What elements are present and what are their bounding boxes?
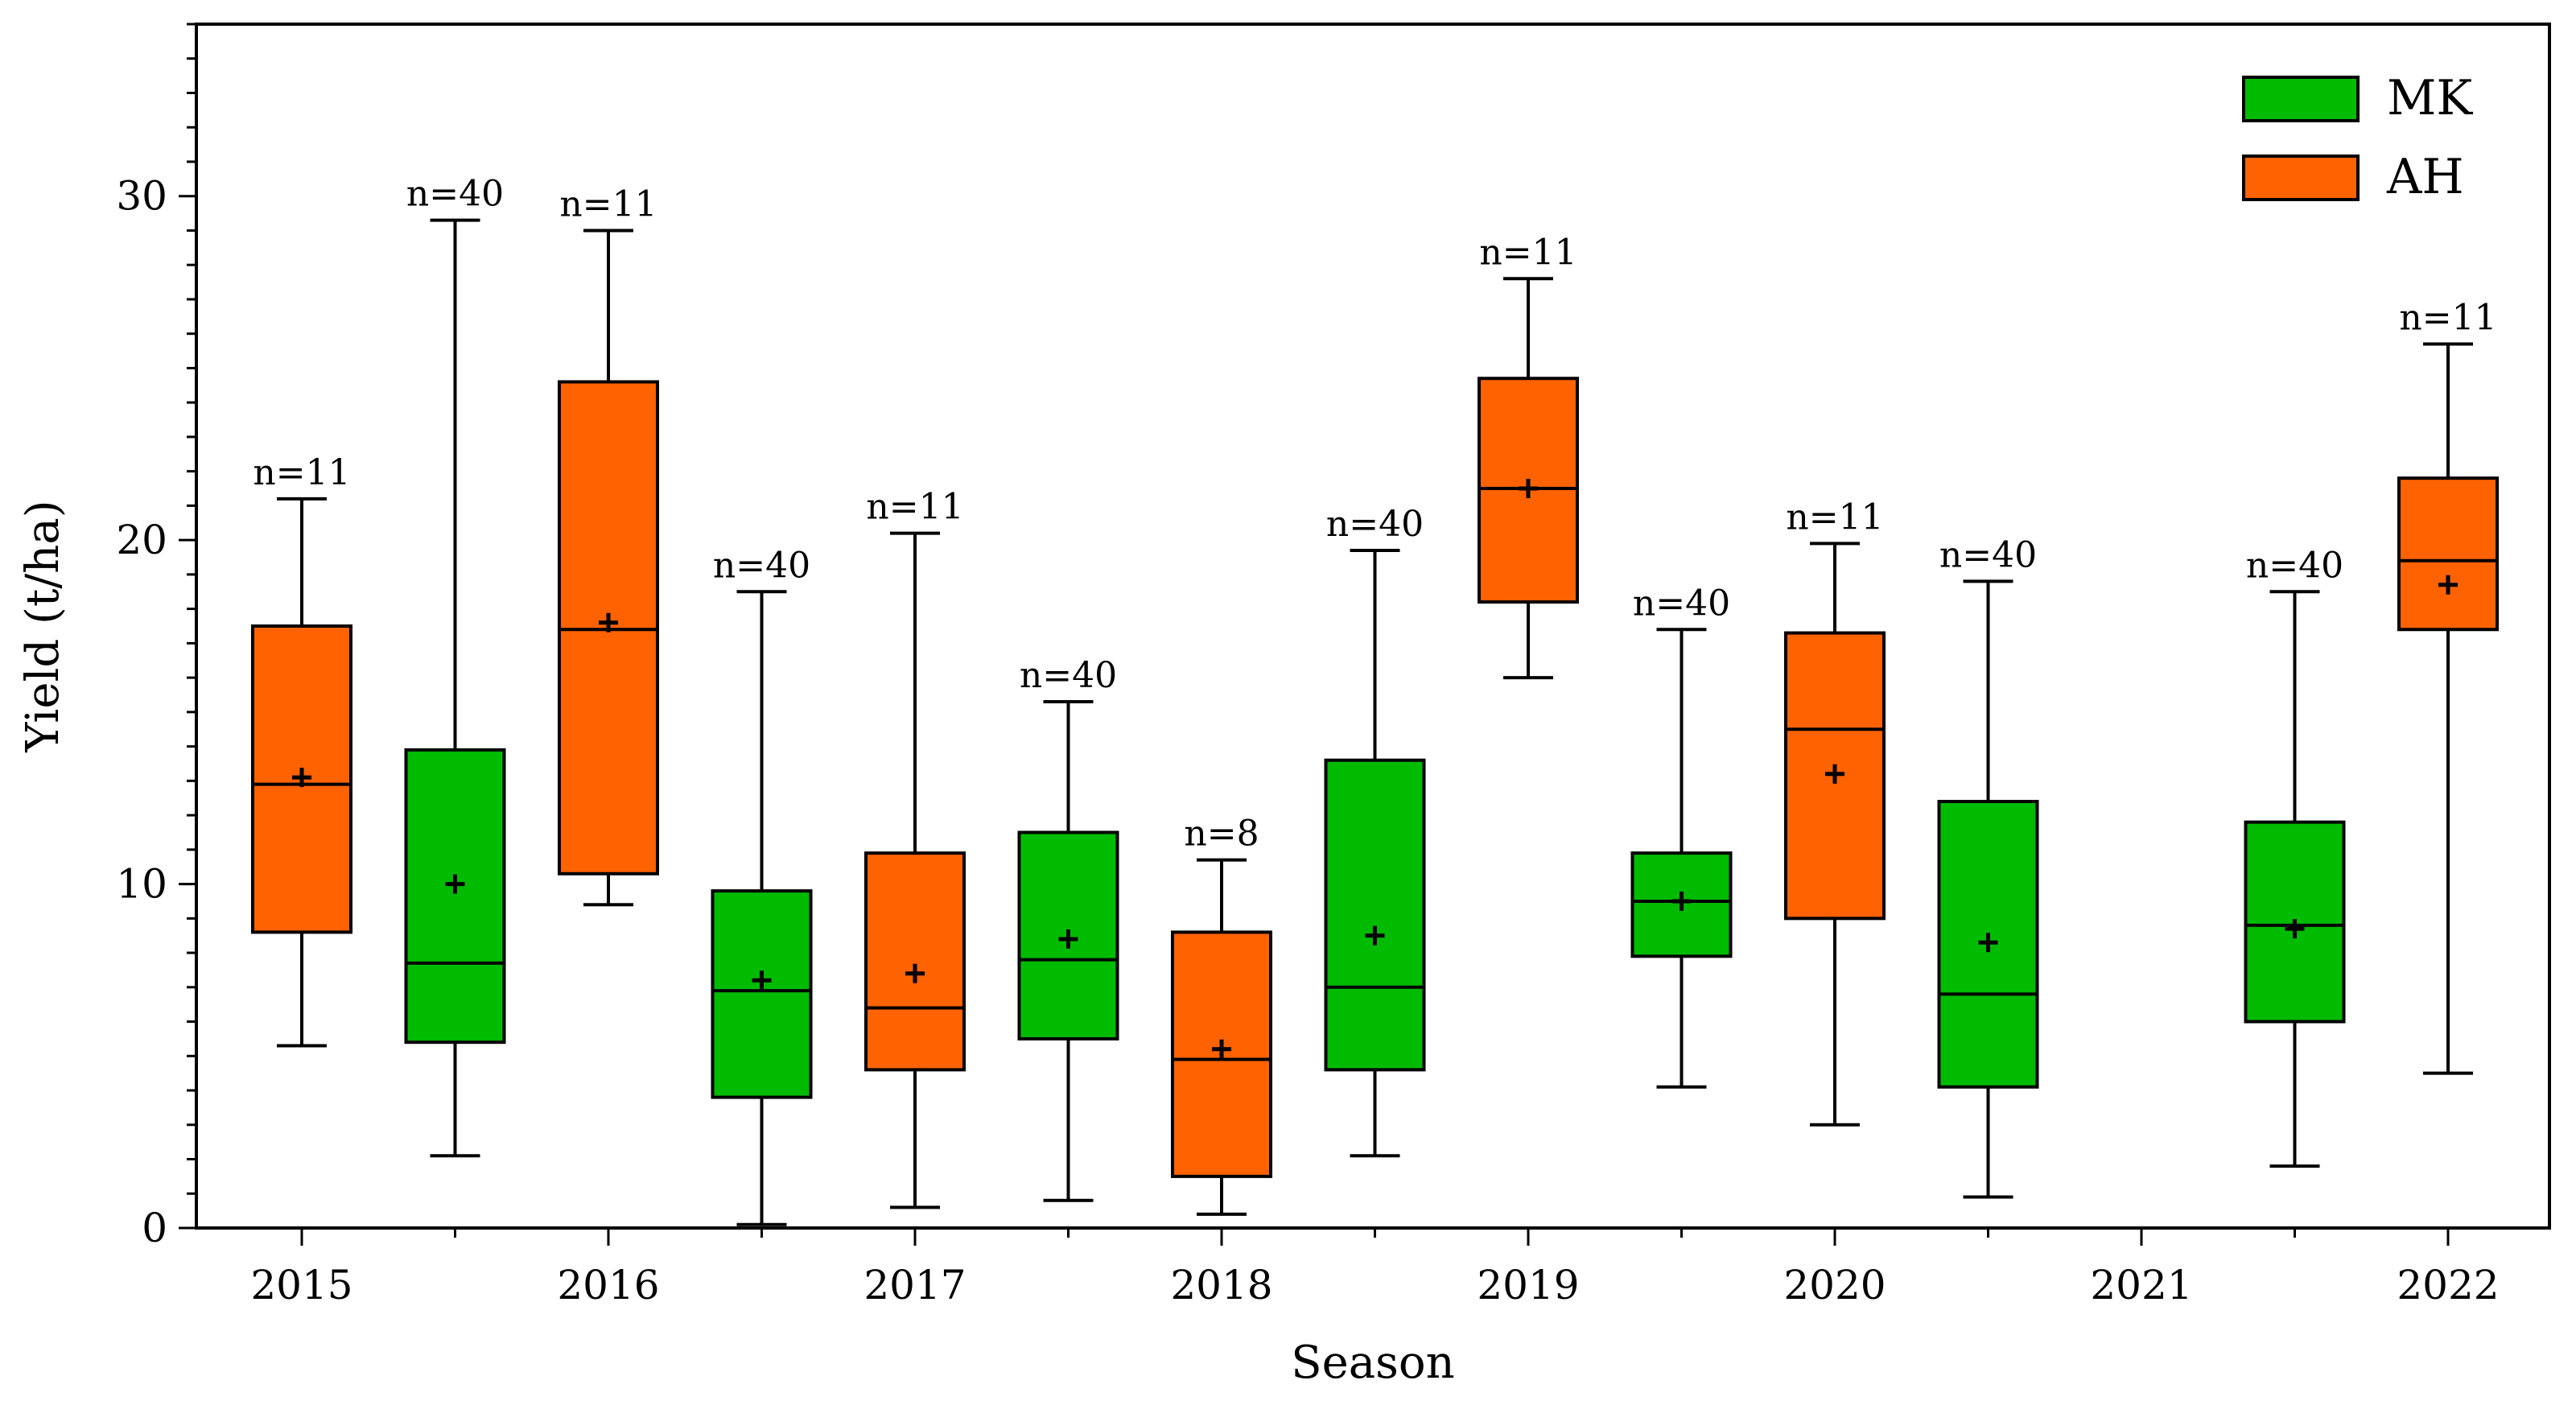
y-tick-label: 10 <box>116 861 167 908</box>
n-label: n=40 <box>1633 583 1730 624</box>
y-axis-title: Yield (t/ha) <box>17 500 69 752</box>
iqr-box <box>1324 758 1426 1072</box>
box-mk-2016: n=40 <box>711 545 813 1226</box>
x-tick-label: 2020 <box>1783 1262 1886 1308</box>
x-tick-label: 2021 <box>2090 1262 2192 1308</box>
plot-border <box>195 23 2551 1230</box>
y-tick-label: 20 <box>116 517 167 563</box>
box-mk-2021: n=40 <box>2244 545 2346 1168</box>
x-tick-label: 2016 <box>557 1262 659 1308</box>
plot-frame <box>195 23 2551 1230</box>
n-label: n=40 <box>406 174 504 215</box>
box-mk-2015: n=40 <box>404 174 506 1158</box>
x-axis-title: Season <box>1291 1337 1454 1389</box>
n-label: n=40 <box>1326 504 1424 545</box>
n-label: n=11 <box>866 487 963 528</box>
n-label: n=11 <box>559 183 657 225</box>
x-tick-label: 2022 <box>2397 1262 2499 1308</box>
box-ah-2018: n=8 <box>1171 814 1272 1216</box>
n-label: n=40 <box>713 545 810 586</box>
legend-swatch-mk <box>2242 76 2360 122</box>
legend-label-mk: MK <box>2387 70 2473 126</box>
box-ah-2016: n=11 <box>558 183 659 907</box>
y-axis-ticks: 0 10 20 30 2015 2016 2017 2018 2019 2020 2021 2022 <box>116 23 2500 1308</box>
iqr-box <box>2397 476 2499 632</box>
iqr-box <box>404 748 506 1045</box>
iqr-box <box>864 851 966 1072</box>
n-label: n=8 <box>1184 814 1259 855</box>
box-ah-2022: n=11 <box>2397 298 2499 1075</box>
n-label: n=11 <box>1786 497 1883 538</box>
x-tick-label: 2018 <box>1170 1262 1272 1308</box>
x-tick-label: 2019 <box>1477 1262 1579 1308</box>
box-mk-2017: n=40 <box>1017 655 1119 1202</box>
box-series: n=11 n=40 n=11 n=40 n=11 n=40 n=8 n=40 n=11 n=40 n… <box>251 174 2499 1226</box>
n-label: n=11 <box>2399 298 2496 339</box>
box-ah-2015: n=11 <box>251 452 352 1048</box>
box-ah-2017: n=11 <box>864 487 966 1209</box>
legend-swatch-ah <box>2242 155 2360 201</box>
n-label: n=40 <box>1020 655 1117 696</box>
box-ah-2019: n=11 <box>1478 232 1579 680</box>
y-tick-label: 30 <box>116 173 167 220</box>
box-mk-2020: n=40 <box>1937 534 2039 1199</box>
legend-label-ah: AH <box>2386 149 2464 205</box>
y-tick-label: 0 <box>142 1205 167 1251</box>
box-mk-2018: n=40 <box>1324 504 1426 1158</box>
n-label: n=40 <box>1939 534 2037 575</box>
n-label: n=11 <box>1479 232 1577 273</box>
iqr-box <box>711 889 813 1099</box>
n-label: n=11 <box>253 452 350 493</box>
legend: MK AH <box>2242 70 2473 205</box>
x-tick-label: 2017 <box>863 1262 966 1308</box>
n-label: n=40 <box>2246 545 2343 586</box>
box-mk-2019: n=40 <box>1630 583 1733 1089</box>
box-ah-2020: n=11 <box>1784 497 1886 1127</box>
x-tick-label: 2015 <box>250 1262 352 1308</box>
